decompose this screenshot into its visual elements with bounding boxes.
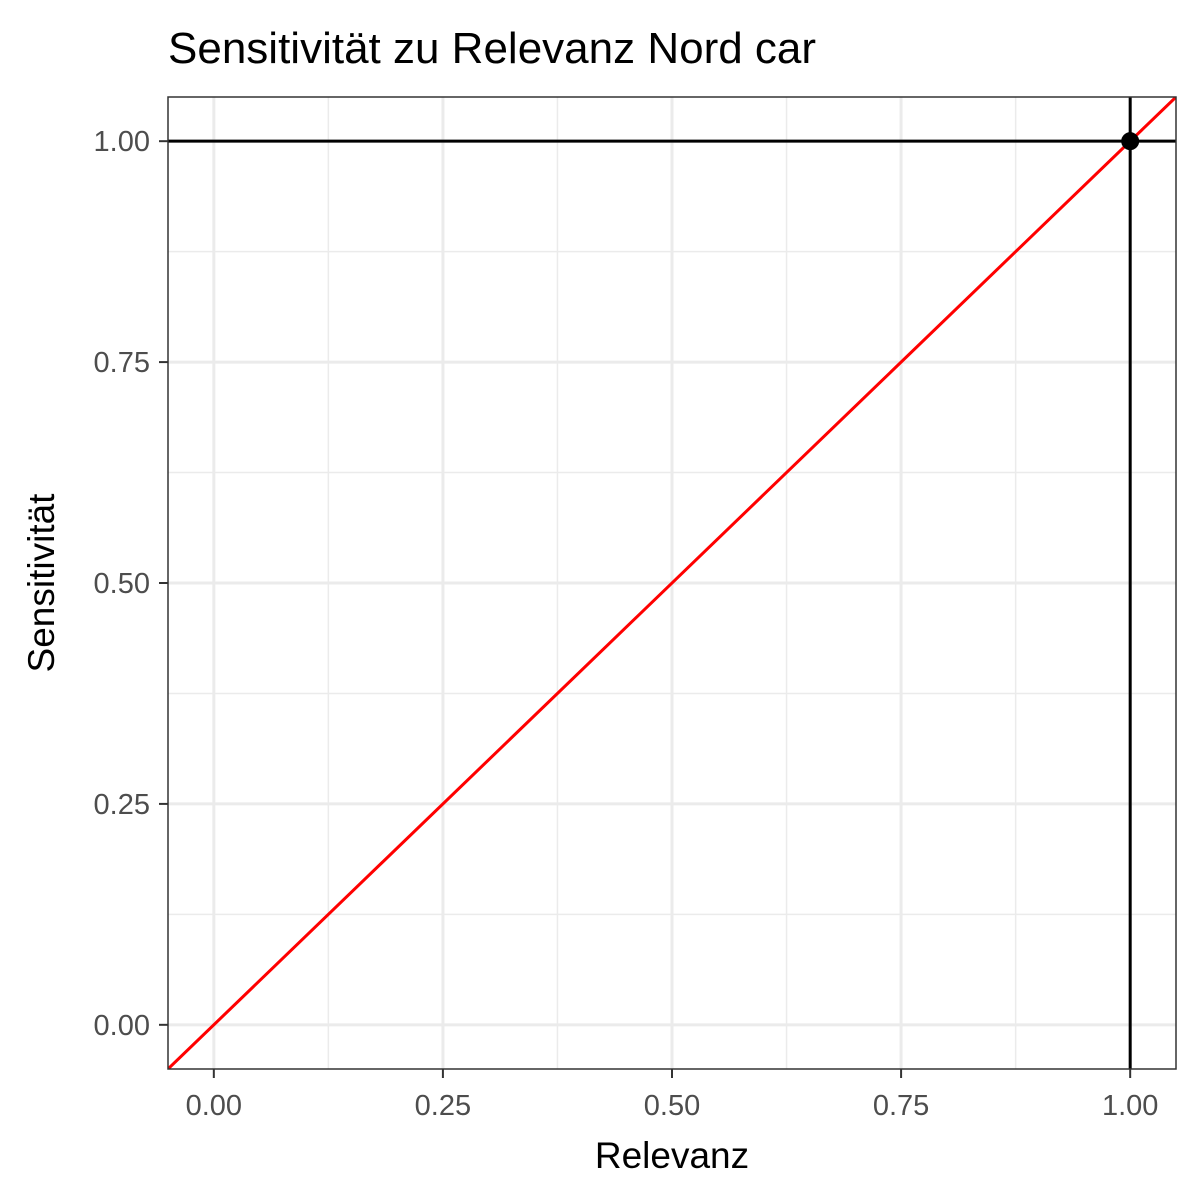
y-tick-label: 0.50 [94, 568, 150, 600]
x-axis-title: Relevanz [595, 1135, 749, 1176]
axis-layer: 0.00 0.25 0.50 0.75 1.00 0.00 0.25 0.50 0.75 1.00 [94, 96, 1177, 1122]
y-axis-title: Sensitivität [21, 493, 62, 673]
data-layer [168, 97, 1176, 1069]
y-tick-label: 0.00 [94, 1010, 150, 1042]
x-tick-label: 0.25 [415, 1090, 471, 1122]
clipped-data [168, 97, 1176, 1069]
chart-title: Sensitivität zu Relevanz Nord car [168, 24, 816, 73]
y-tick-label: 1.00 [94, 126, 150, 158]
x-tick-label: 0.75 [873, 1090, 929, 1122]
x-tick-label: 0.00 [186, 1090, 242, 1122]
diagonal-reference-line [168, 97, 1176, 1069]
x-tick-label: 0.50 [644, 1090, 700, 1122]
y-tick-label: 0.25 [94, 789, 150, 821]
y-tick-label: 0.75 [94, 347, 150, 379]
x-tick-label: 1.00 [1102, 1090, 1158, 1122]
data-point [1121, 132, 1140, 151]
